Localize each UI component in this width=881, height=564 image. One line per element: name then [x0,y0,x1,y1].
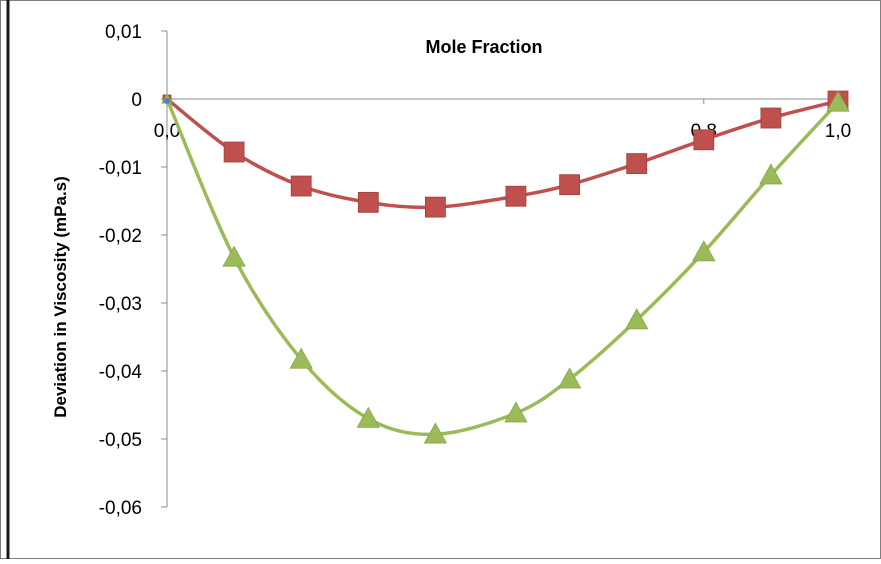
data-point-square [760,107,782,129]
data-point-triangle [692,240,716,262]
data-point-triangle [557,367,582,389]
y-tick-label: 0 [131,90,142,111]
axes: 0,010-0,01-0,02-0,03-0,04-0,05-0,060,00,… [99,22,852,519]
data-point-square [290,175,312,197]
data-point-triangle [289,347,313,369]
data-point-square [223,141,245,163]
data-point-square [693,129,715,151]
data-point-triangle [759,163,783,185]
data-point-triangle [423,422,448,444]
series-line [165,98,840,437]
data-point-square [626,153,648,175]
y-tick-label: 0,01 [105,22,142,43]
y-tick-label: -0,04 [99,362,143,383]
chart-title: Mole Fraction [425,37,542,57]
y-tick-label: -0,05 [99,430,142,451]
data-point-triangle [625,308,649,330]
series-square [162,90,849,218]
y-tick-label: -0,03 [99,294,142,315]
series-triangle [161,90,850,444]
series-layer [161,90,850,444]
data-point-square [424,196,446,218]
data-point-triangle [826,90,850,112]
x-tick-label: 1,0 [825,121,851,142]
y-tick-label: -0,02 [99,226,142,247]
y-tick-label: -0,01 [99,158,142,179]
data-point-square [559,174,580,196]
data-point-triangle [504,401,528,423]
origin-marker [164,98,170,104]
x-tick-label: 0,0 [154,121,180,142]
data-point-triangle [222,245,246,267]
y-axis-label: Deviation in Viscosity (mPa.s) [51,176,70,418]
data-point-square [505,185,527,207]
data-point-square [357,191,379,213]
y-tick-label: -0,06 [99,498,142,519]
data-point-triangle [356,406,380,428]
